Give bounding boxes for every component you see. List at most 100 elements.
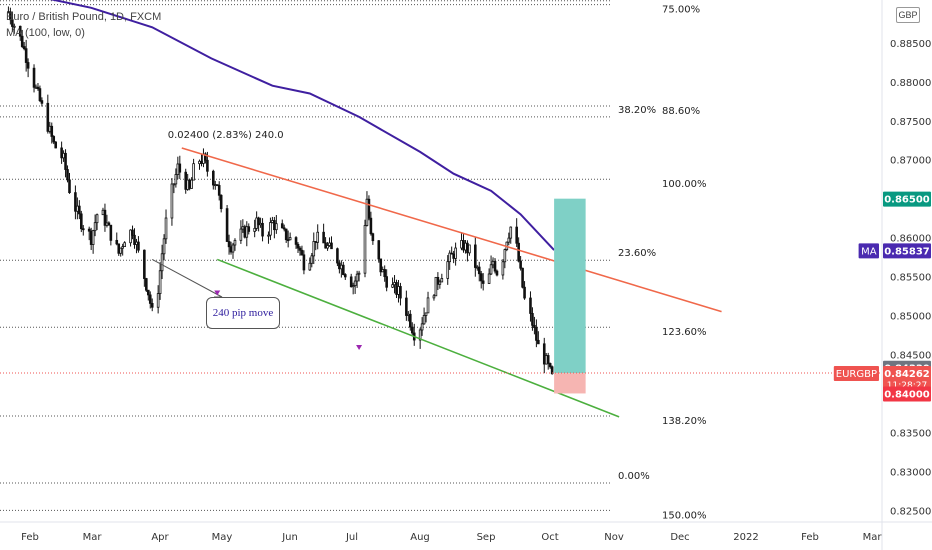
- channel-bottom-line: [216, 258, 620, 418]
- candle-body: [176, 163, 180, 175]
- candle: [503, 248, 507, 269]
- candle-body: [379, 258, 383, 273]
- candle-body: [477, 266, 481, 275]
- candle-body: [426, 297, 430, 314]
- candle: [269, 217, 272, 241]
- candle: [11, 11, 14, 33]
- candle-body: [95, 214, 99, 224]
- indicator-title: MA (100, low, 0): [6, 27, 85, 39]
- candle-body: [204, 153, 207, 161]
- candle: [328, 237, 331, 247]
- candle-body: [162, 238, 166, 255]
- candle-body: [54, 141, 57, 149]
- candle-body: [432, 295, 436, 299]
- candle-body: [383, 269, 386, 278]
- candle-body: [280, 223, 284, 229]
- pattern-marker: [214, 290, 221, 296]
- candle: [310, 253, 314, 268]
- candle-body: [363, 225, 367, 274]
- candle-body: [255, 217, 258, 229]
- candle-body: [349, 276, 353, 288]
- candle: [186, 173, 189, 191]
- candle: [170, 178, 174, 226]
- candle: [481, 273, 485, 291]
- candle-body: [143, 249, 146, 279]
- candle: [546, 352, 550, 370]
- candle-body: [489, 264, 493, 275]
- candle-body: [123, 242, 126, 248]
- candle: [172, 183, 176, 194]
- candle: [531, 307, 534, 331]
- candle-body: [36, 86, 40, 90]
- candle: [162, 234, 166, 261]
- candle: [129, 229, 132, 247]
- candle: [340, 260, 343, 278]
- callout-pointer: [151, 259, 223, 298]
- candle-body: [548, 363, 552, 368]
- candle-body: [215, 184, 219, 187]
- candle-body: [18, 25, 22, 37]
- candle-body: [206, 159, 209, 172]
- price-badge: 0.86500: [883, 191, 931, 207]
- candle: [109, 224, 113, 246]
- candle: [542, 337, 546, 374]
- candle: [68, 172, 71, 194]
- candle: [103, 203, 107, 232]
- candle-body: [225, 208, 229, 242]
- fib-level-label: 75.00%: [662, 5, 700, 16]
- candle-body: [121, 246, 124, 249]
- candle-body: [408, 313, 412, 328]
- candle: [330, 236, 333, 250]
- candle-body: [115, 239, 119, 245]
- candle-body: [515, 226, 518, 244]
- candle: [529, 291, 532, 322]
- candle-body: [377, 240, 381, 260]
- candle-body: [239, 228, 243, 241]
- candle: [24, 39, 28, 72]
- candle: [219, 194, 223, 213]
- candle-body: [109, 224, 113, 241]
- candle-body: [367, 198, 371, 219]
- callout-240-pip-move: 240 pip move: [206, 297, 280, 329]
- candle-body: [468, 244, 471, 254]
- candle-body: [438, 281, 442, 285]
- candle: [32, 64, 36, 93]
- candle-body: [76, 205, 79, 212]
- candle-body: [80, 213, 83, 230]
- candle-body: [340, 264, 343, 270]
- candle-body: [243, 226, 247, 238]
- candle-body: [9, 11, 12, 21]
- candle: [74, 185, 77, 220]
- candle: [123, 241, 126, 248]
- candle: [353, 276, 357, 294]
- candle: [324, 237, 327, 249]
- candle: [60, 141, 63, 164]
- candle-body: [286, 239, 290, 242]
- candle-body: [546, 355, 550, 364]
- candle-body: [393, 282, 396, 286]
- candle: [314, 241, 318, 251]
- candle: [326, 242, 329, 251]
- candle: [174, 168, 178, 188]
- currency-label[interactable]: GBP: [896, 7, 920, 23]
- price-badge-timer: 11:28:27: [887, 381, 927, 391]
- candle: [312, 232, 316, 265]
- candle: [62, 150, 65, 162]
- candle: [247, 223, 251, 235]
- candle: [115, 232, 119, 246]
- candle: [282, 224, 286, 232]
- candle-body: [219, 194, 223, 210]
- candle: [78, 200, 81, 220]
- fib-level-label: 23.60%: [618, 248, 656, 259]
- candle-body: [288, 237, 292, 241]
- candle-body: [129, 229, 132, 244]
- candle-body: [284, 228, 288, 241]
- candle: [50, 122, 54, 144]
- candle-body: [448, 252, 451, 263]
- candle: [64, 149, 67, 178]
- candle-body: [517, 242, 520, 262]
- candle: [381, 266, 385, 273]
- candle: [544, 353, 548, 365]
